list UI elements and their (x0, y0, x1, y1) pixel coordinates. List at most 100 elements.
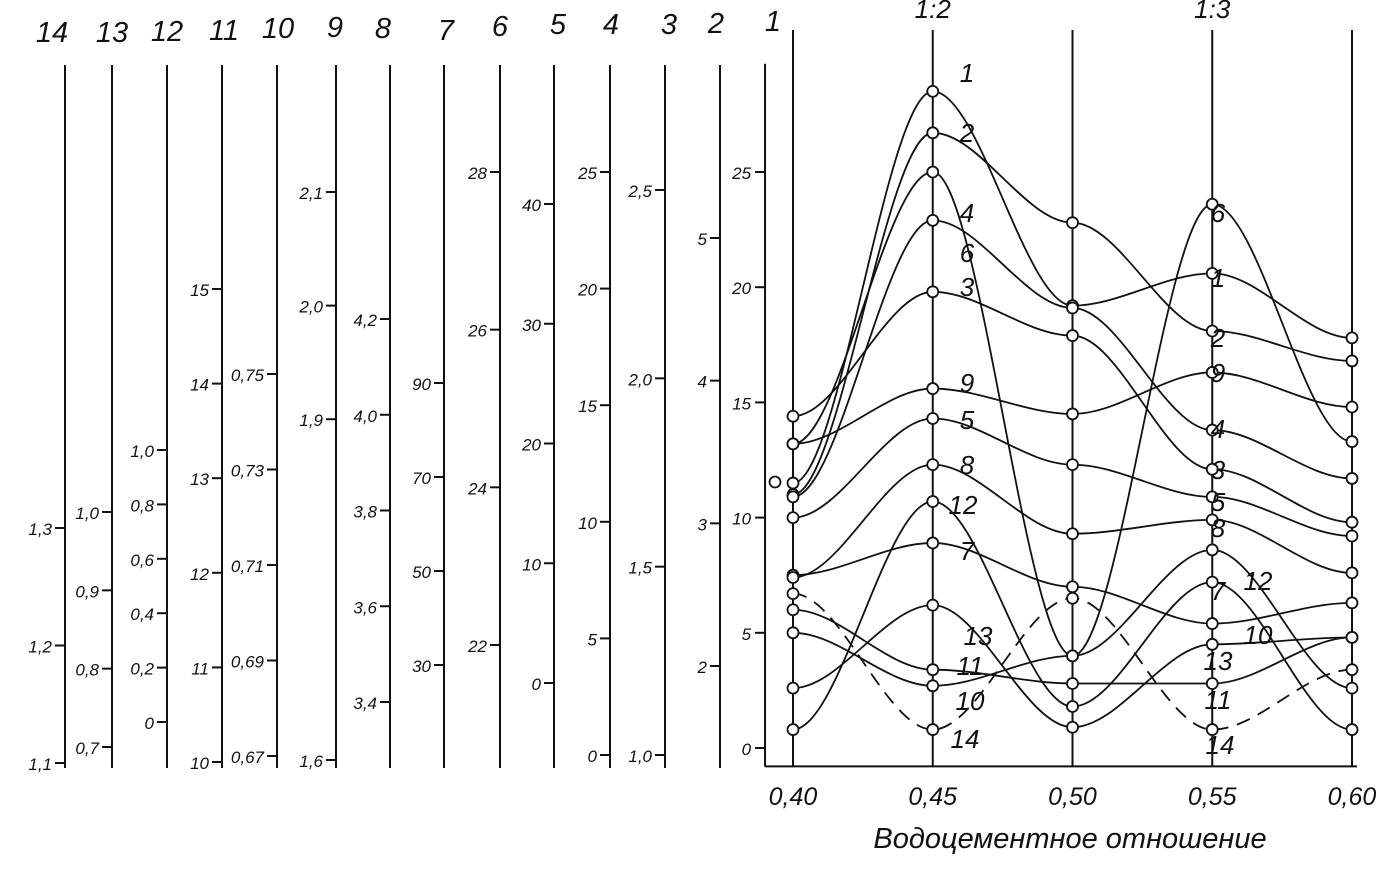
data-point (926, 126, 940, 140)
scale-tick-label-10: 0,69 (231, 653, 265, 672)
data-point (1066, 720, 1079, 734)
data-point (1345, 566, 1359, 580)
scale-tick-label-4: 20 (577, 281, 597, 300)
scale-tick-label-4: 15 (578, 397, 597, 416)
x-tick-label: 0,60 (1328, 783, 1377, 811)
scale-2: 2 5 4 3 2 (697, 8, 724, 768)
x-axis-title: Водоцементное отношение (873, 823, 1266, 855)
data-point (1205, 617, 1219, 630)
data-point (1205, 197, 1219, 211)
main-y-tick-label: 5 (742, 625, 752, 644)
data-point (926, 382, 940, 395)
scale-tick-label-9: 1,9 (299, 411, 323, 430)
scale-tick-label-13: 0,8 (75, 661, 99, 680)
data-point (926, 84, 940, 98)
series-label-right-5: 5 (1211, 487, 1226, 517)
data-point (926, 536, 940, 550)
series-line-12 (792, 500, 1353, 731)
data-point (786, 681, 800, 695)
main-y-tick-label: 20 (731, 279, 751, 298)
scale-4: 4 25 20 15 10 5 0 (577, 9, 619, 768)
series-label-right-3: 3 (1211, 455, 1226, 485)
main-y-tick-label: 10 (732, 510, 751, 529)
scale-tick-label-4: 5 (588, 630, 598, 649)
scale-tick-label-11: 10 (190, 754, 209, 773)
scale-tick-label-12: 0,6 (130, 551, 154, 570)
series-label-right-12: 12 (1244, 566, 1273, 596)
scale-title-9: 9 (327, 12, 343, 44)
main-y-tick-label: 0 (742, 740, 752, 759)
series-label-right-4: 4 (1211, 414, 1225, 444)
data-point (1205, 366, 1219, 379)
scale-title-10: 10 (262, 13, 294, 45)
scale-tick-label-2: 2 (697, 658, 708, 677)
scale-tick-label-11: 14 (190, 376, 209, 395)
data-point (1066, 301, 1079, 315)
scale-tick-label-11: 13 (190, 470, 209, 489)
scale-14: 14 1,3 1,2 1,1 (28, 17, 68, 774)
data-point (1066, 216, 1079, 230)
scale-tick-label-9: 2,0 (298, 298, 323, 317)
scale-tick-label-3: 1,5 (628, 559, 652, 578)
series-4: 44 (786, 198, 1359, 504)
data-point (1205, 575, 1219, 589)
scale-title-12: 12 (151, 16, 183, 48)
scale-11: 11 15 14 13 12 11 10 (190, 15, 239, 773)
data-point (1205, 723, 1219, 736)
scale-tick-label-2: 4 (698, 373, 707, 392)
data-point (1205, 637, 1219, 651)
scale-tick-label-5: 10 (522, 555, 541, 574)
scale-tick-label-3: 2,5 (627, 182, 652, 201)
series-label-right-2: 2 (1210, 323, 1226, 353)
data-point (1205, 423, 1219, 437)
scale-tick-label-6: 28 (467, 164, 487, 183)
data-point (786, 409, 800, 423)
series-label-11: 11 (957, 651, 984, 681)
series-line-10 (792, 548, 1353, 689)
scale-tick-label-13: 0,9 (75, 582, 99, 601)
data-point (1345, 723, 1359, 736)
data-point (926, 458, 940, 472)
scale-title-3: 3 (661, 9, 677, 41)
scale-title-4: 4 (603, 9, 619, 41)
scale-tick-label-8: 3,4 (353, 694, 377, 713)
scale-1: 1 (765, 6, 781, 38)
scale-title-2: 2 (707, 8, 724, 40)
scale-tick-label-11: 12 (190, 565, 209, 584)
data-point (1205, 677, 1219, 690)
x-tick-label: 0,50 (1048, 783, 1097, 811)
data-point (1345, 529, 1359, 543)
scale-7: 7 90 70 50 30 (412, 15, 456, 768)
data-point (786, 476, 800, 490)
data-point (926, 165, 940, 179)
series-label-10: 10 (956, 686, 985, 716)
data-point (1066, 700, 1079, 713)
scale-tick-label-5: 0 (532, 675, 542, 694)
data-point (1345, 400, 1359, 414)
scale-title-8: 8 (375, 13, 391, 45)
scale-tick-label-2: 5 (698, 230, 708, 249)
data-point (1066, 591, 1079, 605)
data-point (1345, 472, 1359, 485)
series-label-3: 3 (960, 272, 975, 302)
data-point (1066, 329, 1079, 342)
scale-12: 12 1,0 0,8 0,6 0,4 0,2 0 (130, 16, 183, 768)
data-point (1345, 354, 1359, 368)
series-label-12: 12 (949, 490, 978, 520)
series-label-2: 2 (959, 118, 975, 148)
series-label-4: 4 (960, 198, 974, 228)
series-1: 11 (786, 58, 1359, 490)
series-label-right-6: 6 (1211, 198, 1226, 228)
data-point-stray (768, 475, 782, 489)
scale-tick-label-14: 1,2 (28, 638, 52, 657)
scale-title-1: 1 (765, 6, 781, 38)
data-point (1205, 462, 1219, 476)
scale-tick-label-8: 4,0 (353, 407, 377, 426)
scale-tick-label-10: 0,71 (231, 557, 264, 576)
data-point (926, 679, 940, 693)
scale-tick-label-8: 3,8 (353, 503, 377, 522)
main-y-tick-label: 25 (731, 164, 751, 183)
